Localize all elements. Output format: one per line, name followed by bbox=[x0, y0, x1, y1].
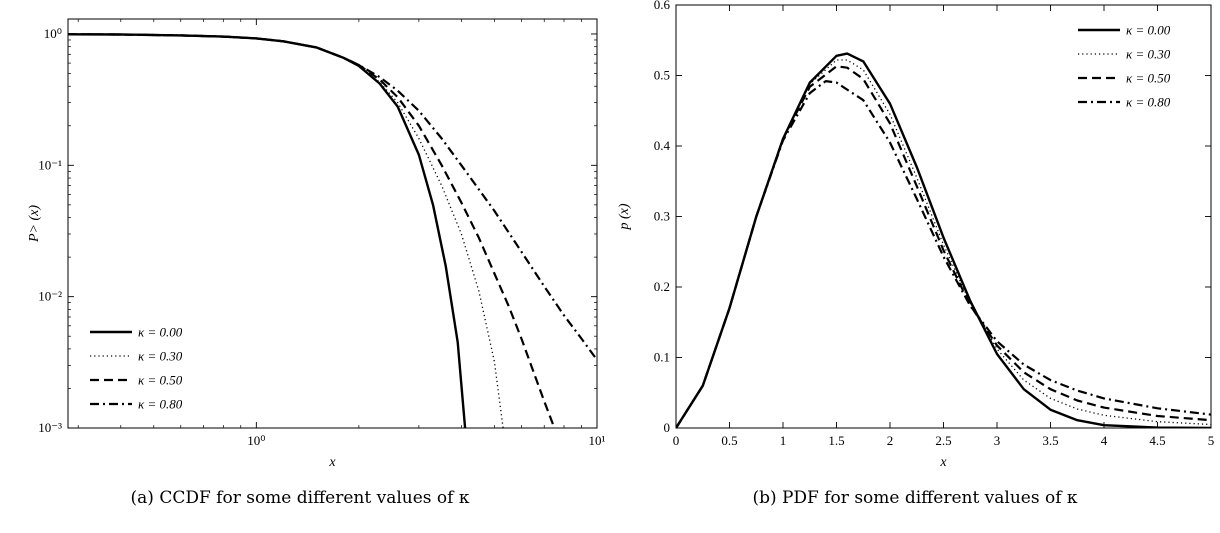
ccdf-series-line-3 bbox=[68, 33, 597, 361]
ccdf-x-axis-label: x bbox=[328, 455, 336, 470]
pdf-y-tick-label: 0.5 bbox=[654, 68, 670, 83]
pdf-y-tick-label: 0.4 bbox=[654, 138, 671, 153]
pdf-y-tick-label: 0.1 bbox=[654, 350, 670, 365]
pdf-y-tick-label: 0.3 bbox=[654, 209, 670, 224]
ccdf-plot-frame bbox=[67, 18, 598, 429]
pdf-legend-label: κ = 0.50 bbox=[1126, 71, 1171, 86]
pdf-x-tick-label: 1.5 bbox=[828, 433, 844, 448]
ccdf-x-tick-label: 10⁰ bbox=[247, 433, 265, 448]
pdf-x-tick-label: 3.5 bbox=[1042, 433, 1058, 448]
ccdf-legend-label: κ = 0.80 bbox=[138, 397, 183, 412]
pdf-series-line-0 bbox=[676, 52, 1211, 428]
ccdf-legend-label: κ = 0.30 bbox=[138, 349, 183, 364]
ccdf-caption: (a) CCDF for some different values of κ bbox=[131, 488, 470, 508]
pdf-x-tick-label: 5 bbox=[1208, 433, 1215, 448]
pdf-x-tick-label: 1 bbox=[780, 433, 787, 448]
pdf-legend-label: κ = 0.00 bbox=[1126, 23, 1171, 38]
pdf-y-tick-label: 0.2 bbox=[654, 279, 670, 294]
pdf-series-line-3 bbox=[676, 79, 1211, 428]
pdf-y-tick-label: 0.6 bbox=[654, 0, 671, 12]
ccdf-legend-label: κ = 0.50 bbox=[138, 373, 183, 388]
ccdf-y-tick-label: 10⁻³ bbox=[38, 420, 62, 435]
ccdf-series-line-0 bbox=[68, 33, 467, 428]
ccdf-y-tick-label: 10⁻² bbox=[38, 289, 62, 304]
pdf-series-line-1 bbox=[676, 59, 1211, 428]
ccdf-legend-label: κ = 0.00 bbox=[138, 325, 183, 340]
pdf-x-tick-label: 4.5 bbox=[1149, 433, 1165, 448]
pdf-chart: 0 0.5 1 1.5 2 2.5 3 3.5 4 4.5 5 0 0.1 0.2 0.3 0.4 0.5 0.6… bbox=[617, 0, 1214, 470]
ccdf-y-tick-label: 10⁰ bbox=[44, 26, 62, 41]
pdf-x-tick-label: 0 bbox=[673, 433, 680, 448]
pdf-x-tick-label: 0.5 bbox=[721, 433, 737, 448]
pdf-caption: (b) PDF for some different values of κ bbox=[752, 488, 1077, 508]
pdf-series-line-2 bbox=[676, 65, 1211, 428]
pdf-x-axis-label: x bbox=[939, 455, 947, 470]
pdf-x-tick-label: 4 bbox=[1101, 433, 1108, 448]
ccdf-y-axis-label: P> (x) bbox=[27, 205, 42, 243]
ccdf-y-tick-label: 10⁻¹ bbox=[38, 157, 62, 172]
pdf-plot-frame bbox=[675, 4, 1212, 429]
pdf-x-tick-label: 2.5 bbox=[935, 433, 951, 448]
ccdf-chart: 10⁰ 10¹ 10⁻³ 10⁻² 10⁻¹ 10⁰ x P> (x) κ = 0.00 κ = … bbox=[27, 18, 606, 470]
pdf-y-tick-label: 0 bbox=[664, 420, 671, 435]
pdf-legend-label: κ = 0.80 bbox=[1126, 95, 1171, 110]
pdf-x-tick-label: 3 bbox=[994, 433, 1001, 448]
ccdf-x-tick-label: 10¹ bbox=[589, 433, 606, 448]
pdf-legend-label: κ = 0.30 bbox=[1126, 47, 1171, 62]
ccdf-series-line-2 bbox=[68, 33, 556, 428]
pdf-y-axis-label: p (x) bbox=[617, 203, 632, 230]
pdf-x-tick-label: 2 bbox=[887, 433, 894, 448]
